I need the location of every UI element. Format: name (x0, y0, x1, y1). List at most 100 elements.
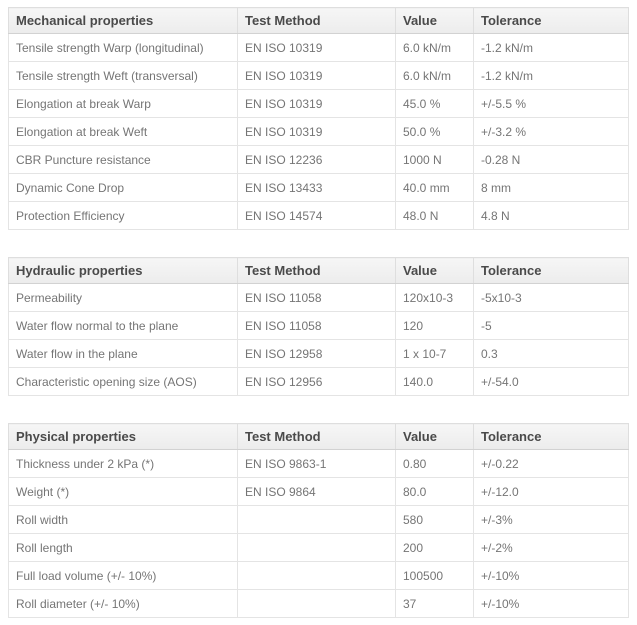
test-method-cell: EN ISO 13433 (237, 173, 396, 202)
table-header-row: Hydraulic properties Test Method Value T… (8, 257, 629, 284)
value-cell: 140.0 (395, 367, 474, 396)
table-row: Water flow in the plane EN ISO 12958 1 x… (8, 339, 629, 368)
column-header-test-method: Test Method (237, 7, 396, 34)
tolerance-cell: -5x10-3 (473, 283, 629, 312)
test-method-cell: EN ISO 12956 (237, 367, 396, 396)
test-method-cell: EN ISO 9864 (237, 477, 396, 506)
test-method-cell: EN ISO 12236 (237, 145, 396, 174)
value-cell: 1 x 10-7 (395, 339, 474, 368)
test-method-cell: EN ISO 10319 (237, 33, 396, 62)
table-row: Elongation at break Weft EN ISO 10319 50… (8, 117, 629, 146)
test-method-cell: EN ISO 10319 (237, 61, 396, 90)
property-name-cell: Tensile strength Weft (transversal) (8, 61, 238, 90)
table-row: Roll length 200 +/-2% (8, 533, 629, 562)
table-row: Weight (*) EN ISO 9864 80.0 +/-12.0 (8, 477, 629, 506)
table-row: Permeability EN ISO 11058 120x10-3 -5x10… (8, 283, 629, 312)
tolerance-cell: -5 (473, 311, 629, 340)
tolerance-cell: -0.28 N (473, 145, 629, 174)
table-row: Roll width 580 +/-3% (8, 505, 629, 534)
test-method-cell (237, 561, 396, 590)
column-header-value: Value (395, 7, 474, 34)
value-cell: 120x10-3 (395, 283, 474, 312)
value-cell: 80.0 (395, 477, 474, 506)
value-cell: 6.0 kN/m (395, 33, 474, 62)
tolerance-cell: 8 mm (473, 173, 629, 202)
column-header-test-method: Test Method (237, 257, 396, 284)
property-name-cell: Roll width (8, 505, 238, 534)
value-cell: 100500 (395, 561, 474, 590)
test-method-cell: EN ISO 11058 (237, 283, 396, 312)
value-cell: 40.0 mm (395, 173, 474, 202)
table-row: Protection Efficiency EN ISO 14574 48.0 … (8, 201, 629, 230)
tolerance-cell: 0.3 (473, 339, 629, 368)
property-name-cell: Water flow in the plane (8, 339, 238, 368)
tolerance-cell: +/-10% (473, 561, 629, 590)
tolerance-cell: +/-54.0 (473, 367, 629, 396)
table-header-row: Physical properties Test Method Value To… (8, 423, 629, 450)
tolerance-cell: +/-12.0 (473, 477, 629, 506)
column-header-tolerance: Tolerance (473, 7, 629, 34)
property-name-cell: Full load volume (+/- 10%) (8, 561, 238, 590)
column-header-value: Value (395, 423, 474, 450)
test-method-cell (237, 505, 396, 534)
tolerance-cell: +/-3% (473, 505, 629, 534)
table-row: Tensile strength Weft (transversal) EN I… (8, 61, 629, 90)
value-cell: 1000 N (395, 145, 474, 174)
table-row: Thickness under 2 kPa (*) EN ISO 9863-1 … (8, 449, 629, 478)
table-row: Elongation at break Warp EN ISO 10319 45… (8, 89, 629, 118)
table-title-hydraulic: Hydraulic properties (8, 257, 238, 284)
column-header-value: Value (395, 257, 474, 284)
value-cell: 45.0 % (395, 89, 474, 118)
value-cell: 6.0 kN/m (395, 61, 474, 90)
table-row: Water flow normal to the plane EN ISO 11… (8, 311, 629, 340)
test-method-cell (237, 589, 396, 618)
property-name-cell: Roll length (8, 533, 238, 562)
property-name-cell: Thickness under 2 kPa (*) (8, 449, 238, 478)
value-cell: 580 (395, 505, 474, 534)
table-row: CBR Puncture resistance EN ISO 12236 100… (8, 145, 629, 174)
test-method-cell: EN ISO 11058 (237, 311, 396, 340)
property-name-cell: CBR Puncture resistance (8, 145, 238, 174)
tolerance-cell: +/-0.22 (473, 449, 629, 478)
physical-properties-table: Physical properties Test Method Value To… (8, 423, 629, 618)
tolerance-cell: -1.2 kN/m (473, 61, 629, 90)
property-name-cell: Elongation at break Weft (8, 117, 238, 146)
property-name-cell: Characteristic opening size (AOS) (8, 367, 238, 396)
property-name-cell: Dynamic Cone Drop (8, 173, 238, 202)
table-row: Tensile strength Warp (longitudinal) EN … (8, 33, 629, 62)
table-row: Full load volume (+/- 10%) 100500 +/-10% (8, 561, 629, 590)
tolerance-cell: 4.8 N (473, 201, 629, 230)
property-name-cell: Protection Efficiency (8, 201, 238, 230)
test-method-cell: EN ISO 9863-1 (237, 449, 396, 478)
test-method-cell: EN ISO 10319 (237, 117, 396, 146)
tolerance-cell: +/-3.2 % (473, 117, 629, 146)
property-name-cell: Permeability (8, 283, 238, 312)
tolerance-cell: +/-10% (473, 589, 629, 618)
table-row: Dynamic Cone Drop EN ISO 13433 40.0 mm 8… (8, 173, 629, 202)
value-cell: 50.0 % (395, 117, 474, 146)
value-cell: 37 (395, 589, 474, 618)
tolerance-cell: -1.2 kN/m (473, 33, 629, 62)
test-method-cell: EN ISO 12958 (237, 339, 396, 368)
property-name-cell: Tensile strength Warp (longitudinal) (8, 33, 238, 62)
table-row: Characteristic opening size (AOS) EN ISO… (8, 367, 629, 396)
property-name-cell: Roll diameter (+/- 10%) (8, 589, 238, 618)
mechanical-properties-table: Mechanical properties Test Method Value … (8, 7, 629, 230)
value-cell: 48.0 N (395, 201, 474, 230)
test-method-cell (237, 533, 396, 562)
value-cell: 0.80 (395, 449, 474, 478)
hydraulic-properties-table: Hydraulic properties Test Method Value T… (8, 257, 629, 396)
table-title-mechanical: Mechanical properties (8, 7, 238, 34)
tolerance-cell: +/-2% (473, 533, 629, 562)
table-header-row: Mechanical properties Test Method Value … (8, 7, 629, 34)
value-cell: 200 (395, 533, 474, 562)
value-cell: 120 (395, 311, 474, 340)
table-row: Roll diameter (+/- 10%) 37 +/-10% (8, 589, 629, 618)
table-title-physical: Physical properties (8, 423, 238, 450)
property-name-cell: Elongation at break Warp (8, 89, 238, 118)
column-header-test-method: Test Method (237, 423, 396, 450)
property-name-cell: Weight (*) (8, 477, 238, 506)
tolerance-cell: +/-5.5 % (473, 89, 629, 118)
column-header-tolerance: Tolerance (473, 423, 629, 450)
